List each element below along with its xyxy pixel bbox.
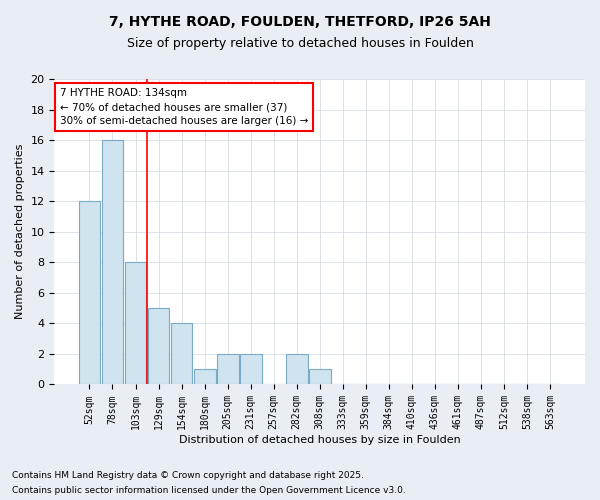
Bar	[217, 354, 239, 384]
Text: 7 HYTHE ROAD: 134sqm
← 70% of detached houses are smaller (37)
30% of semi-detac: 7 HYTHE ROAD: 134sqm ← 70% of detached h…	[60, 88, 308, 126]
Bar	[309, 369, 331, 384]
Bar	[194, 369, 215, 384]
X-axis label: Distribution of detached houses by size in Foulden: Distribution of detached houses by size …	[179, 435, 461, 445]
Bar	[101, 140, 124, 384]
Text: Contains HM Land Registry data © Crown copyright and database right 2025.: Contains HM Land Registry data © Crown c…	[12, 471, 364, 480]
Y-axis label: Number of detached properties: Number of detached properties	[15, 144, 25, 320]
Text: Size of property relative to detached houses in Foulden: Size of property relative to detached ho…	[127, 38, 473, 51]
Text: Contains public sector information licensed under the Open Government Licence v3: Contains public sector information licen…	[12, 486, 406, 495]
Bar	[170, 324, 193, 384]
Bar	[148, 308, 169, 384]
Bar	[125, 262, 146, 384]
Bar	[79, 201, 100, 384]
Bar	[239, 354, 262, 384]
Bar	[286, 354, 308, 384]
Text: 7, HYTHE ROAD, FOULDEN, THETFORD, IP26 5AH: 7, HYTHE ROAD, FOULDEN, THETFORD, IP26 5…	[109, 15, 491, 29]
